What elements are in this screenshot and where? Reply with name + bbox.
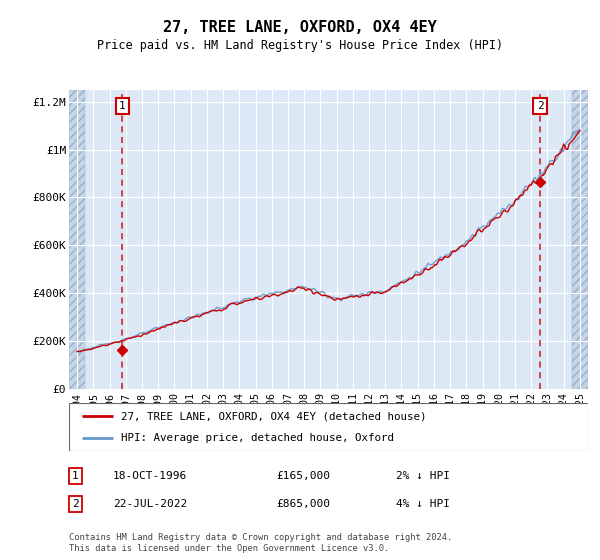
Text: 22-JUL-2022: 22-JUL-2022 [113,499,187,509]
Text: 27, TREE LANE, OXFORD, OX4 4EY (detached house): 27, TREE LANE, OXFORD, OX4 4EY (detached… [121,411,427,421]
Text: Price paid vs. HM Land Registry's House Price Index (HPI): Price paid vs. HM Land Registry's House … [97,39,503,52]
Text: 18-OCT-1996: 18-OCT-1996 [113,471,187,481]
Text: 1: 1 [119,101,126,111]
Text: 2: 2 [537,101,544,111]
Text: 2% ↓ HPI: 2% ↓ HPI [396,471,450,481]
Bar [572,90,588,389]
Text: HPI: Average price, detached house, Oxford: HPI: Average price, detached house, Oxfo… [121,433,394,443]
Text: £165,000: £165,000 [277,471,331,481]
Bar [572,90,588,389]
Text: 27, TREE LANE, OXFORD, OX4 4EY: 27, TREE LANE, OXFORD, OX4 4EY [163,20,437,35]
Text: £865,000: £865,000 [277,499,331,509]
Text: 1: 1 [72,471,79,481]
Bar [69,90,85,389]
Text: 2: 2 [72,499,79,509]
Text: 4% ↓ HPI: 4% ↓ HPI [396,499,450,509]
Text: Contains HM Land Registry data © Crown copyright and database right 2024.
This d: Contains HM Land Registry data © Crown c… [69,533,452,553]
Bar [69,90,85,389]
